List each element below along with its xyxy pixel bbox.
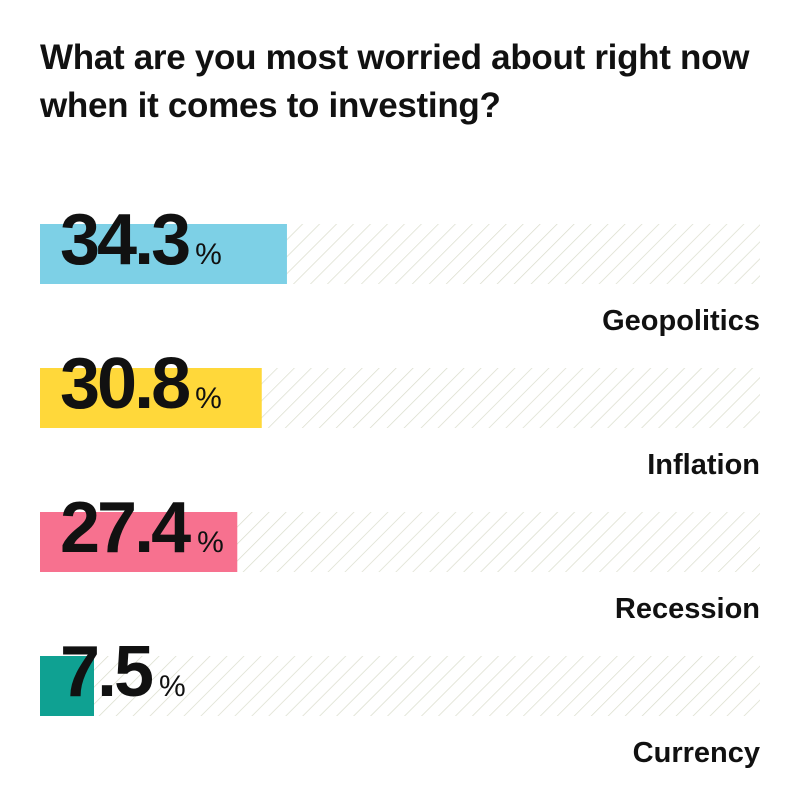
bar-row-currency: 7.5 Currency% <box>40 632 760 769</box>
bar-row-recession: 27.4 Recession% <box>40 488 760 625</box>
bar-rows: 34.3Geopolitics%30.8Inflation%27.4Recess… <box>40 200 760 769</box>
value-label-recession: 27.4 <box>60 488 191 568</box>
value-label-currency: 7.5 <box>60 632 153 712</box>
value-label-geopolitics: 34.3 <box>60 200 189 280</box>
bar-currency <box>40 656 94 716</box>
category-label-currency: Currency <box>633 737 760 769</box>
bar-geopolitics <box>40 224 287 284</box>
percent-sign-currency: % <box>159 670 186 703</box>
category-label-inflation: Inflation <box>647 449 760 481</box>
bar-recession <box>40 512 238 572</box>
percent-sign-geopolitics: % <box>195 238 222 271</box>
category-label-recession: Recession <box>615 593 760 625</box>
value-label-inflation: 30.8 <box>60 344 189 424</box>
bar-row-inflation: 30.8 Inflation% <box>40 344 760 481</box>
bar-inflation <box>40 368 262 428</box>
percent-sign-inflation: % <box>195 382 222 415</box>
chart-title: What are you most worried about right no… <box>40 38 750 125</box>
percent-sign-recession: % <box>197 526 224 559</box>
bar-track-currency <box>40 656 760 716</box>
category-label-geopolitics: Geopolitics <box>602 305 760 337</box>
bar-row-geopolitics: 34.3 Geopolitics% <box>40 200 760 337</box>
